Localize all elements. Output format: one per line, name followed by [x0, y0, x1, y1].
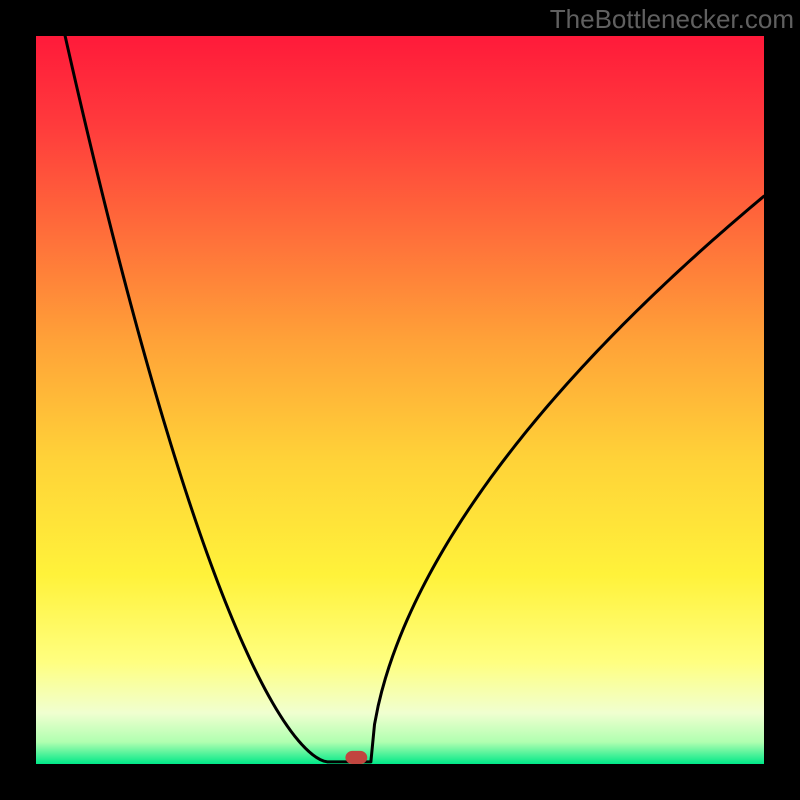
chart-gradient-bg — [36, 36, 764, 764]
watermark-text: TheBottlenecker.com — [550, 4, 794, 35]
bottleneck-marker — [345, 751, 367, 764]
chart-stage: TheBottlenecker.com — [0, 0, 800, 800]
bottleneck-chart — [0, 0, 800, 800]
